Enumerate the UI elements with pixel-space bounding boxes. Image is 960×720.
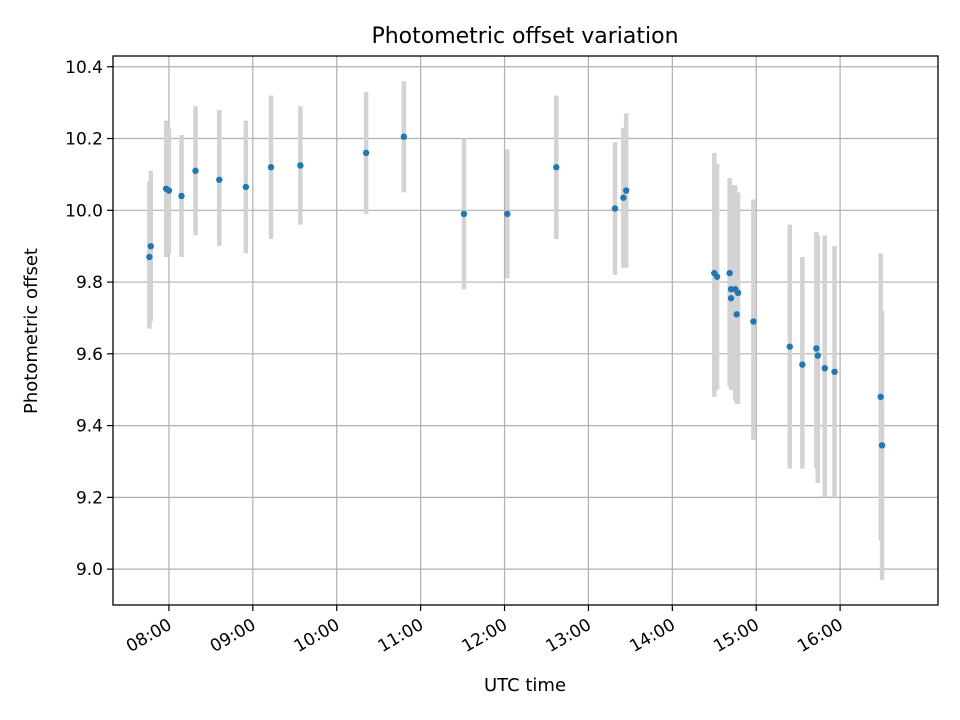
plot-frame (112, 55, 939, 606)
data-point (622, 187, 630, 194)
data-point (267, 164, 275, 171)
y-tick-label: 10.4 (65, 58, 103, 78)
grid (113, 56, 938, 605)
data-point (620, 194, 627, 201)
data-point (750, 318, 757, 325)
data-point (362, 149, 370, 157)
data-point (297, 162, 304, 169)
y-tick-label: 10.2 (65, 130, 103, 150)
data-point (786, 343, 793, 350)
data-points (146, 133, 886, 449)
y-tick-label: 10.0 (65, 201, 103, 221)
data-point (799, 361, 806, 368)
y-axis-label: Photometric offset (21, 248, 42, 414)
data-point (733, 311, 740, 318)
y-tick-label: 9.6 (76, 345, 103, 365)
data-point (165, 187, 173, 194)
data-point (821, 364, 828, 372)
data-point (553, 164, 560, 171)
data-point (734, 289, 742, 297)
data-point (831, 368, 838, 375)
x-axis-label: UTC time (484, 675, 566, 696)
data-point (813, 345, 820, 352)
y-tick-label: 9.8 (76, 273, 103, 293)
data-point (611, 205, 619, 212)
data-point (460, 210, 468, 218)
chart-title: Photometric offset variation (371, 24, 678, 49)
data-point (726, 269, 733, 277)
y-tick-label: 9.2 (76, 488, 103, 508)
data-point (814, 352, 821, 359)
data-point (504, 210, 511, 218)
data-point (727, 295, 735, 302)
data-point (146, 253, 153, 261)
data-point (178, 192, 185, 200)
data-point (713, 273, 721, 280)
data-point (878, 442, 886, 449)
y-tick-label: 9.0 (76, 560, 103, 580)
data-point (147, 242, 154, 250)
data-point (400, 133, 408, 140)
data-point (216, 176, 223, 183)
y-tick-label: 9.4 (76, 417, 103, 437)
data-point (192, 167, 199, 175)
data-point (242, 183, 250, 191)
data-point (877, 393, 884, 401)
